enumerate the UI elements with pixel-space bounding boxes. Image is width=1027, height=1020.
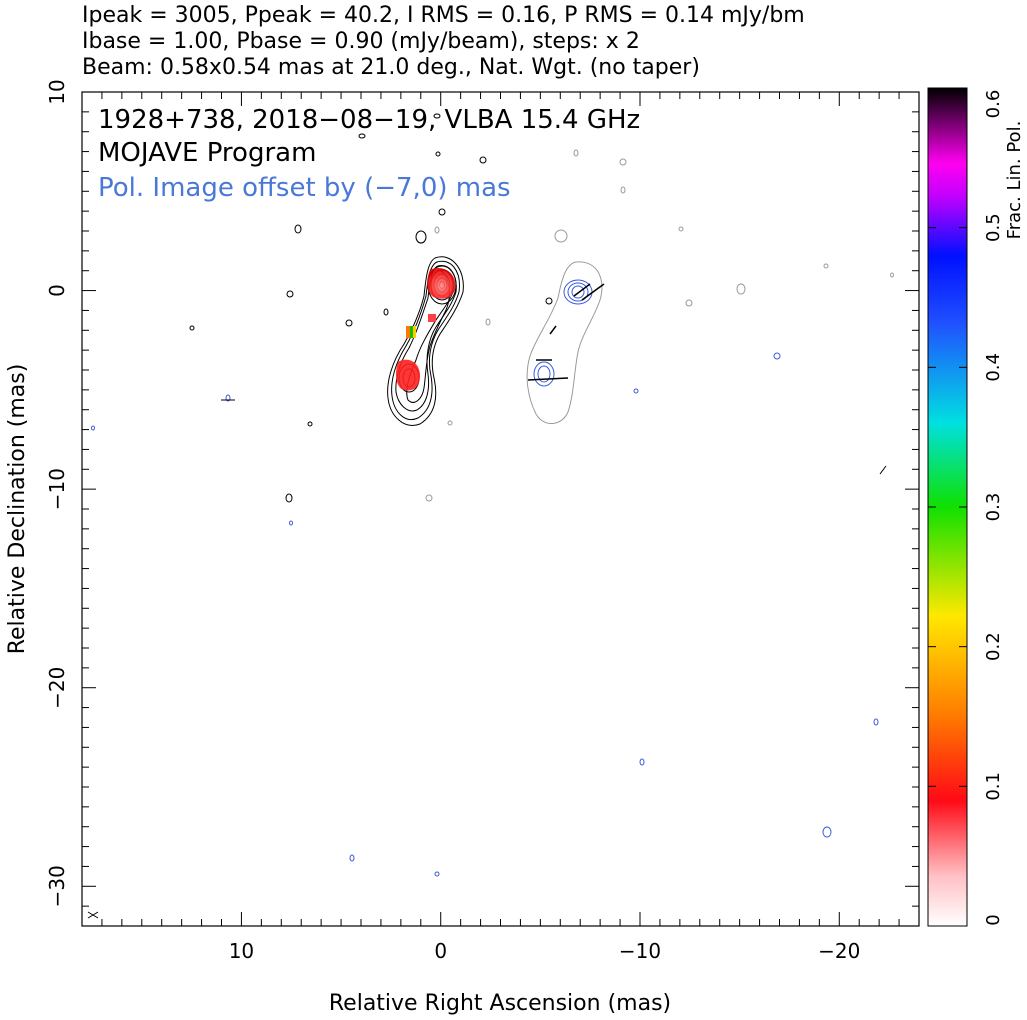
i-contour-outer (387, 256, 464, 426)
x-tick-label: 0 (434, 939, 447, 963)
y-tick-label: −10 (45, 468, 69, 510)
plot-frame (81, 91, 920, 927)
fracpol-jet-pixel (428, 314, 436, 322)
colorbar-title: Frac. Lin. Pol. (1004, 121, 1025, 240)
evpa-sticks (527, 283, 605, 381)
x-tick-label: 10 (229, 939, 254, 963)
fracpol-core-blob (427, 268, 456, 299)
x-axis-ticks: 10 0 −10 −20 (81, 92, 920, 963)
header-line-2: Ibase = 1.00, Pbase = 0.90 (mJy/beam), s… (82, 29, 640, 54)
header-line-1: Ipeak = 3005, Ppeak = 40.2, I RMS = 0.16… (82, 3, 805, 28)
y-tick-label: 10 (45, 79, 69, 104)
fracpol-knot-green (410, 326, 414, 338)
noise-contours (87, 113, 894, 919)
colorbar-tick-label: 0.2 (983, 632, 1004, 661)
pol-offset-annotation: Pol. Image offset by (−7,0) mas (98, 173, 511, 203)
y-tick-label: 0 (45, 284, 69, 297)
fracpol-knot-yellow (413, 326, 416, 338)
header-line-3: Beam: 0.58x0.54 mas at 21.0 deg., Nat. W… (82, 55, 700, 80)
colorbar-tick-label: 0.6 (983, 90, 1004, 119)
i-contour-2 (391, 260, 460, 420)
colorbar-tick-label: 0.5 (983, 213, 1004, 242)
program-annotation: MOJAVE Program (98, 138, 316, 168)
pol-contours (533, 279, 593, 387)
source-annotation: 1928+738, 2018−08−19, VLBA 15.4 GHz (98, 105, 640, 135)
colorbar-tick-label: 0.4 (983, 353, 1004, 382)
y-tick-label: −20 (45, 667, 69, 709)
x-tick-label: −10 (619, 939, 661, 963)
fracpol-jet-blob (396, 359, 420, 391)
i-contour-3 (395, 265, 457, 412)
y-axis-title: Relative Declination (mas) (5, 364, 30, 655)
colorbar-tick-label: 0.1 (983, 772, 1004, 801)
colorbar-tick-label: 0.3 (983, 493, 1004, 522)
colorbar-tick-label: 0 (983, 914, 1004, 925)
pol-i-contour (526, 261, 603, 424)
x-tick-label: −20 (818, 939, 860, 963)
x-axis-title: Relative Right Ascension (mas) (329, 991, 671, 1016)
y-axis-ticks: 10 0 −10 −20 −30 (45, 79, 919, 927)
fracpol-knot-orange (406, 326, 410, 338)
colorbar-ticks: 0 0.1 0.2 0.3 0.4 0.5 0.6 (928, 87, 1004, 927)
y-tick-label: −30 (45, 865, 69, 907)
polarization-image (526, 261, 605, 424)
fractional-pol-overlay (396, 268, 456, 391)
i-contour-4 (406, 269, 454, 403)
